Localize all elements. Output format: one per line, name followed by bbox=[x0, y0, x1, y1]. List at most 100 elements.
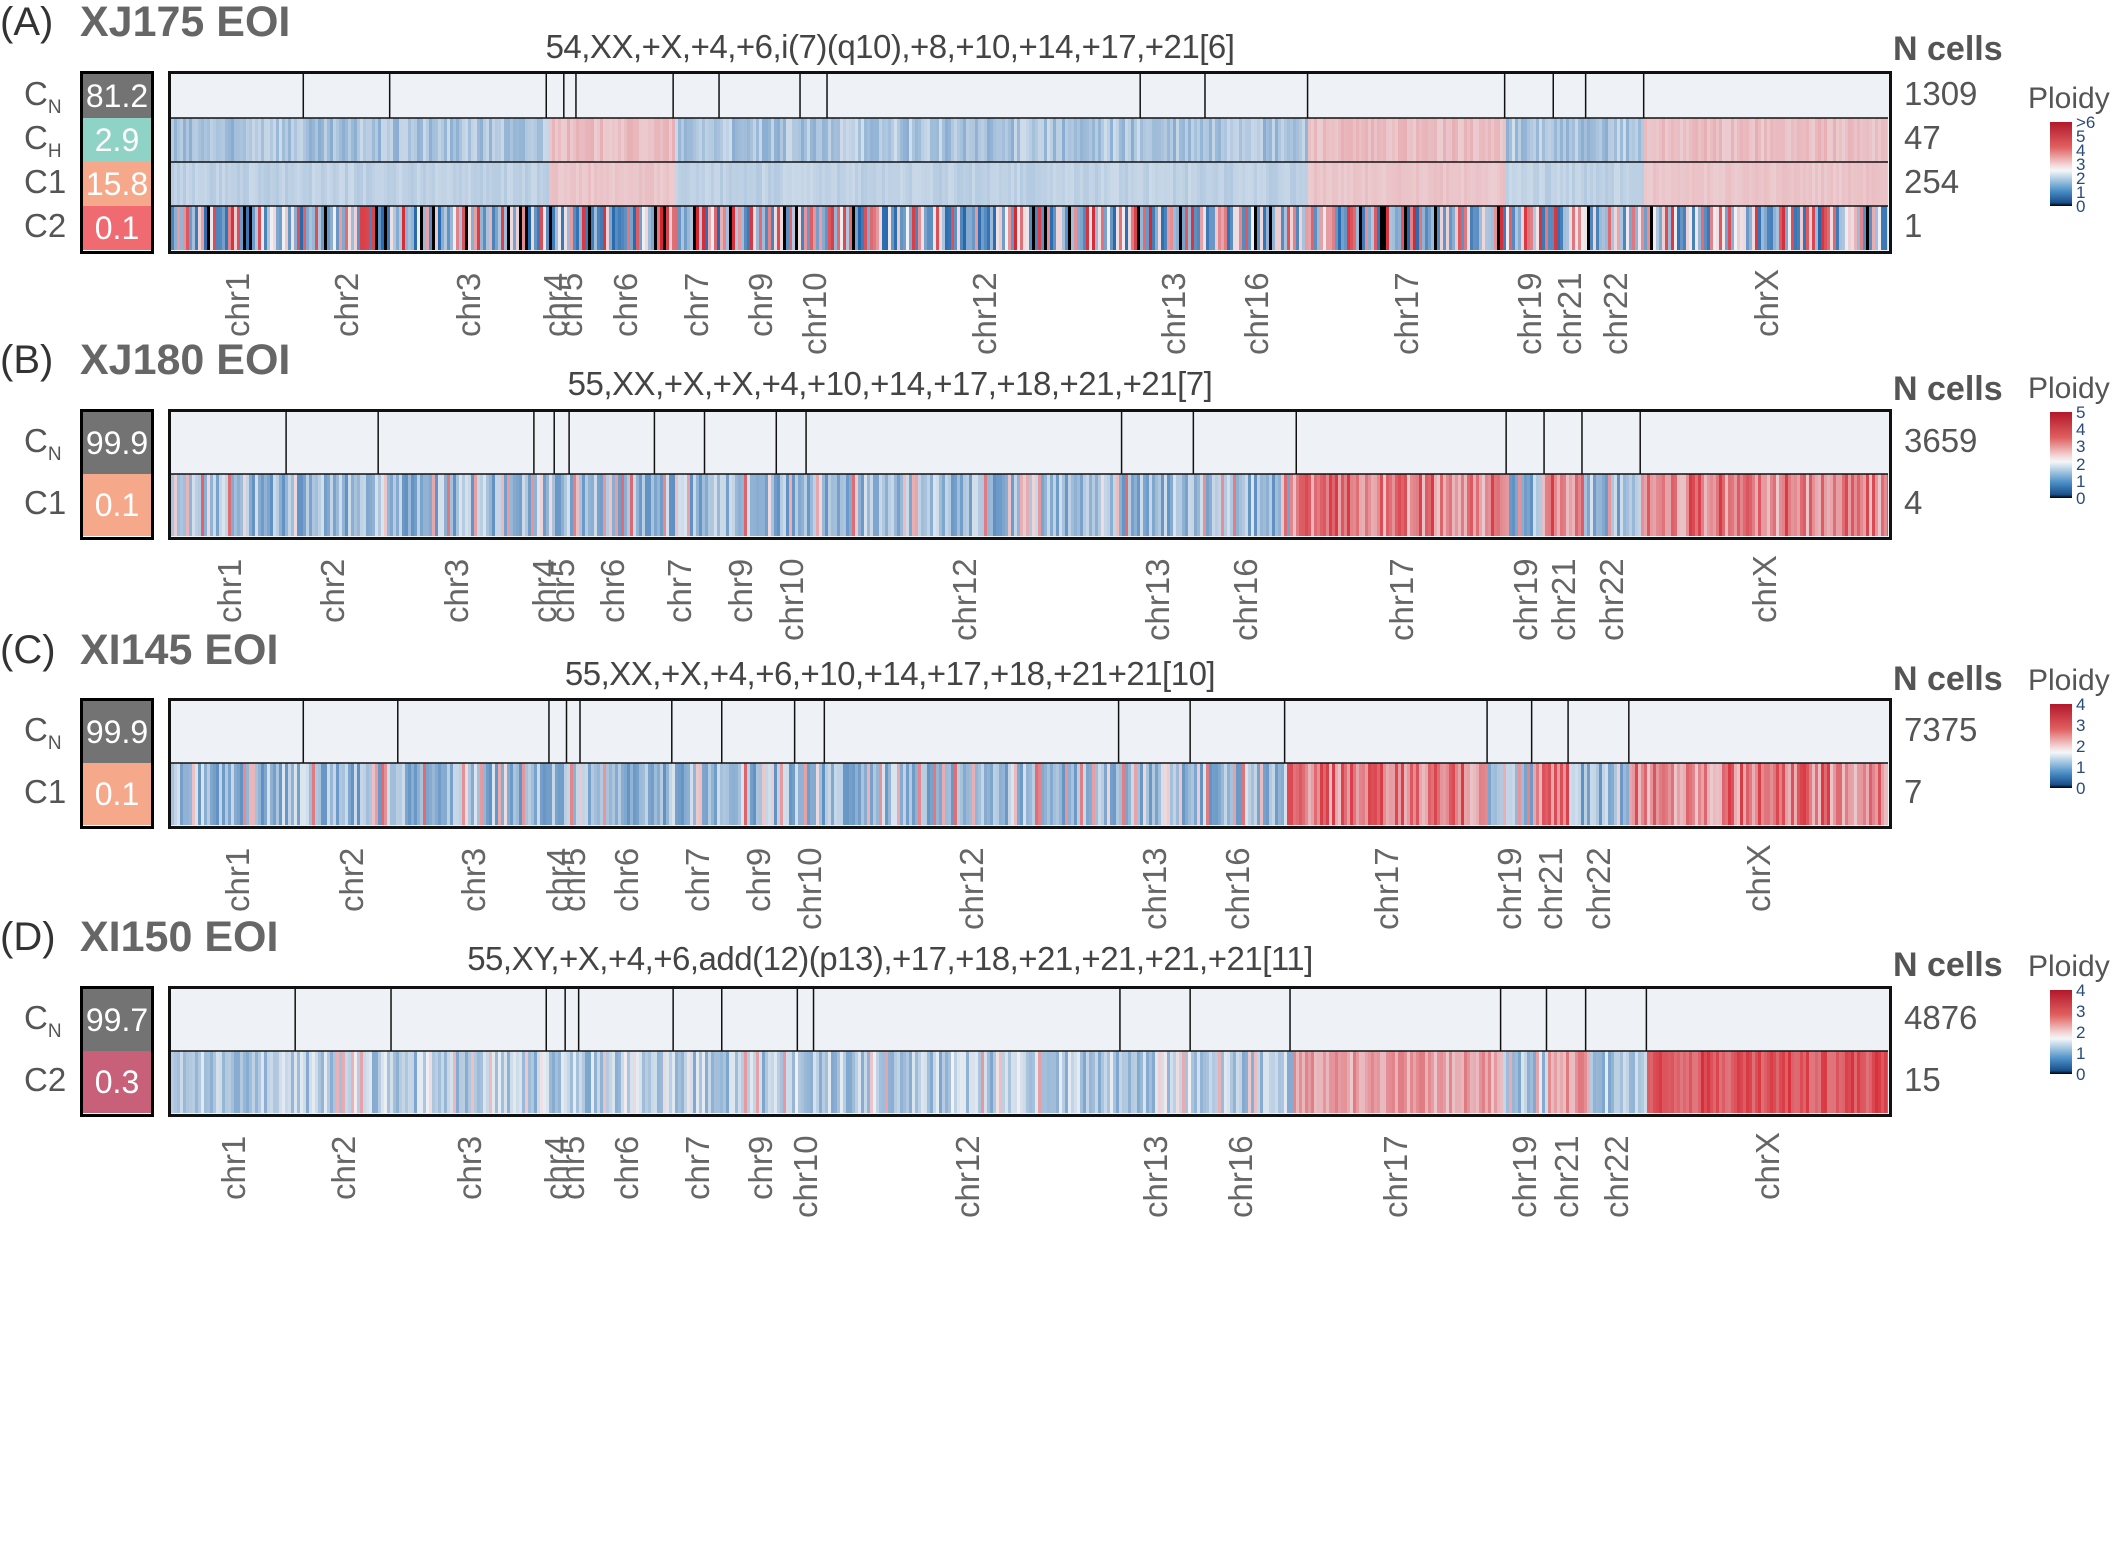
heatmap-bin bbox=[210, 474, 214, 536]
heatmap-bin bbox=[546, 206, 550, 250]
heatmap-bin bbox=[399, 162, 403, 206]
heatmap-bin bbox=[1656, 206, 1660, 250]
heatmap-bin bbox=[1725, 206, 1729, 250]
heatmap-bin bbox=[1737, 474, 1741, 536]
heatmap-bin bbox=[924, 162, 928, 206]
heatmap-bin bbox=[540, 206, 544, 250]
heatmap-bin bbox=[1704, 162, 1708, 206]
heatmap-bin bbox=[828, 206, 832, 250]
heatmap-bin bbox=[312, 1051, 316, 1113]
heatmap-bin bbox=[1818, 763, 1822, 825]
heatmap-bin bbox=[1434, 118, 1438, 162]
heatmap-bin bbox=[723, 118, 727, 162]
heatmap-bin bbox=[303, 1051, 307, 1113]
heatmap-bin bbox=[1740, 1051, 1744, 1113]
heatmap-bin bbox=[255, 474, 259, 536]
heatmap-bin bbox=[678, 474, 682, 536]
heatmap-bin bbox=[1362, 763, 1366, 825]
heatmap-bin bbox=[1875, 118, 1879, 162]
heatmap-bin bbox=[1620, 162, 1624, 206]
heatmap-bin bbox=[1074, 162, 1078, 206]
heatmap-bin bbox=[1281, 474, 1285, 536]
heatmap-bin bbox=[1188, 162, 1192, 206]
heatmap-bin bbox=[1599, 162, 1603, 206]
heatmap-bin bbox=[1221, 206, 1225, 250]
heatmap-bin bbox=[558, 162, 562, 206]
heatmap-bin bbox=[1350, 162, 1354, 206]
heatmap-bin bbox=[1338, 474, 1342, 536]
heatmap-bin bbox=[1530, 118, 1534, 162]
heatmap-bin bbox=[180, 474, 184, 536]
heatmap-bin bbox=[1524, 474, 1528, 536]
heatmap-bin bbox=[801, 206, 805, 250]
heatmap-bin bbox=[1842, 763, 1846, 825]
heatmap-bin bbox=[870, 474, 874, 536]
heatmap-bin bbox=[1680, 763, 1684, 825]
heatmap-bin bbox=[1674, 206, 1678, 250]
heatmap-bin bbox=[1581, 162, 1585, 206]
cluster-row-label: C1 bbox=[24, 163, 74, 201]
n-cells-header: N cells bbox=[1893, 946, 2003, 984]
heatmap-bin bbox=[1230, 763, 1234, 825]
heatmap-bin bbox=[1431, 162, 1435, 206]
heatmap-bin bbox=[1197, 1051, 1201, 1113]
heatmap-bin bbox=[657, 118, 661, 162]
heatmap-bin bbox=[174, 763, 178, 825]
heatmap-bin bbox=[663, 206, 667, 250]
heatmap-bin bbox=[714, 474, 718, 536]
heatmap-bin bbox=[960, 1051, 964, 1113]
heatmap-bin bbox=[1713, 1051, 1717, 1113]
heatmap-bin bbox=[483, 206, 487, 250]
heatmap-bin bbox=[1569, 118, 1573, 162]
heatmap-bin bbox=[222, 763, 226, 825]
heatmap-bin bbox=[789, 162, 793, 206]
heatmap-bin bbox=[1674, 763, 1678, 825]
heatmap-bin bbox=[276, 763, 280, 825]
heatmap-bin bbox=[1173, 763, 1177, 825]
chromosome-label: chr1 bbox=[210, 558, 248, 623]
heatmap-bin bbox=[816, 474, 820, 536]
heatmap-bin bbox=[387, 474, 391, 536]
heatmap-bin bbox=[1644, 763, 1648, 825]
heatmap-bin bbox=[1110, 118, 1114, 162]
heatmap-bin bbox=[654, 162, 658, 206]
heatmap-bin bbox=[630, 118, 634, 162]
heatmap-bin bbox=[1764, 474, 1768, 536]
heatmap-bin bbox=[411, 162, 415, 206]
heatmap-bin bbox=[1440, 206, 1444, 250]
heatmap-bin bbox=[222, 118, 226, 162]
heatmap-bin bbox=[1875, 162, 1879, 206]
heatmap-bin bbox=[1131, 118, 1135, 162]
heatmap-bin bbox=[957, 162, 961, 206]
heatmap-bin bbox=[1635, 1051, 1639, 1113]
heatmap-bin bbox=[207, 118, 211, 162]
heatmap-bin bbox=[846, 1051, 850, 1113]
heatmap-bin bbox=[1752, 118, 1756, 162]
heatmap-bin bbox=[594, 118, 598, 162]
heatmap-bin bbox=[1275, 206, 1279, 250]
legend-title: Ploidy bbox=[2028, 950, 2110, 983]
heatmap-bin bbox=[846, 162, 850, 206]
heatmap-bin bbox=[834, 474, 838, 536]
heatmap-bin bbox=[1245, 206, 1249, 250]
heatmap-bin bbox=[948, 206, 952, 250]
heatmap-bin bbox=[351, 474, 355, 536]
heatmap-bin bbox=[984, 474, 988, 536]
heatmap-bin bbox=[663, 763, 667, 825]
heatmap-bin bbox=[1182, 118, 1186, 162]
heatmap-bin bbox=[1404, 1051, 1408, 1113]
heatmap-bin bbox=[264, 206, 268, 250]
heatmap-bin bbox=[447, 1051, 451, 1113]
chromosome-label: chr1 bbox=[215, 1135, 253, 1200]
heatmap-bin bbox=[528, 763, 532, 825]
chromosome-label: chr7 bbox=[679, 1135, 717, 1200]
heatmap-bin bbox=[636, 763, 640, 825]
heatmap-bin bbox=[1650, 162, 1654, 206]
heatmap-bin bbox=[1317, 206, 1321, 250]
heatmap-bin bbox=[429, 162, 433, 206]
heatmap-bin bbox=[345, 474, 349, 536]
heatmap-bin bbox=[414, 206, 418, 250]
heatmap-bin bbox=[231, 162, 235, 206]
heatmap-bin bbox=[1158, 162, 1162, 206]
heatmap-bin bbox=[246, 1051, 250, 1113]
